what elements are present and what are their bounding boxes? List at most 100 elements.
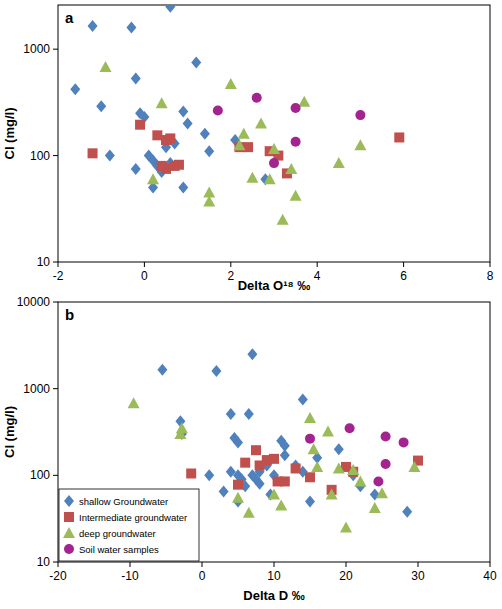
x-tick-label: 6 (400, 269, 407, 283)
x-tick (274, 562, 275, 567)
point (354, 139, 366, 150)
y-tick-label: 100 (30, 468, 50, 482)
legend-marker (63, 527, 75, 538)
y-tick (53, 475, 58, 476)
point (269, 158, 279, 168)
legend-label: Soil water samples (79, 544, 159, 555)
point (255, 118, 267, 129)
panel-title: a (65, 9, 74, 26)
point (264, 173, 276, 184)
point (156, 97, 168, 108)
point (369, 502, 381, 513)
y-tick (53, 262, 58, 263)
x-tick (130, 562, 131, 567)
point (298, 96, 310, 107)
point (408, 461, 420, 472)
point (204, 469, 214, 481)
y-axis-label: Cl (mg/l) (2, 406, 17, 458)
point (213, 106, 223, 116)
point (333, 462, 345, 473)
plot-frame (58, 5, 490, 262)
y-tick-label: 1000 (23, 382, 50, 396)
x-tick (317, 262, 318, 267)
point (70, 83, 80, 95)
point (298, 393, 308, 405)
point (402, 506, 412, 518)
point (291, 137, 301, 147)
point (326, 489, 338, 500)
point (304, 412, 316, 423)
x-tick (490, 562, 491, 567)
point (232, 492, 244, 503)
point (238, 128, 250, 139)
panel-title: b (65, 306, 74, 323)
y-tick-label: 10 (37, 255, 51, 269)
point (191, 56, 201, 68)
point (219, 486, 229, 498)
point (311, 461, 323, 472)
point (183, 118, 193, 130)
point (280, 449, 290, 461)
x-tick (418, 562, 419, 567)
point (204, 145, 214, 157)
point (211, 365, 221, 377)
legend-marker (64, 544, 74, 554)
point (305, 495, 315, 507)
point (291, 463, 301, 473)
legend-marker (64, 495, 74, 507)
point (305, 434, 315, 444)
point (240, 458, 250, 468)
point (290, 190, 302, 201)
legend-label: Intermediate groundwater (79, 512, 187, 523)
point (275, 499, 287, 510)
x-tick (490, 262, 491, 267)
point (334, 443, 344, 455)
point (176, 422, 188, 433)
point (246, 172, 258, 183)
legend-marker (64, 512, 74, 522)
point (131, 163, 141, 175)
point (161, 164, 171, 174)
marks (70, 5, 404, 225)
x-tick-label: 20 (339, 569, 353, 583)
point (126, 21, 136, 33)
point (333, 157, 345, 168)
point (381, 459, 391, 469)
x-tick (144, 262, 145, 267)
x-tick-label: 0 (199, 569, 206, 583)
point (305, 472, 315, 482)
x-tick (202, 562, 203, 567)
point (233, 480, 243, 490)
point (105, 150, 115, 162)
point (135, 120, 145, 130)
point (268, 489, 280, 500)
x-tick (403, 262, 404, 267)
x-tick (230, 262, 231, 267)
point (376, 487, 388, 498)
point (280, 476, 290, 486)
point (128, 397, 140, 408)
y-tick-label: 1000 (23, 42, 50, 56)
point (345, 423, 355, 433)
point (268, 143, 280, 154)
point (373, 476, 383, 486)
point (131, 73, 141, 85)
y-axis-label: Cl (mg/l) (2, 108, 17, 160)
x-tick-label: 4 (314, 269, 321, 283)
y-tick (53, 302, 58, 303)
point (165, 5, 175, 13)
point (244, 408, 254, 420)
point (226, 408, 236, 420)
point (233, 139, 245, 150)
point (354, 475, 366, 486)
point (399, 437, 409, 447)
point (178, 182, 188, 194)
point (308, 443, 320, 454)
x-tick-label: 40 (483, 569, 497, 583)
point (394, 132, 404, 142)
point (100, 61, 112, 72)
point (291, 103, 301, 113)
plot-frame (58, 302, 490, 562)
point (233, 436, 243, 448)
point (340, 522, 352, 533)
